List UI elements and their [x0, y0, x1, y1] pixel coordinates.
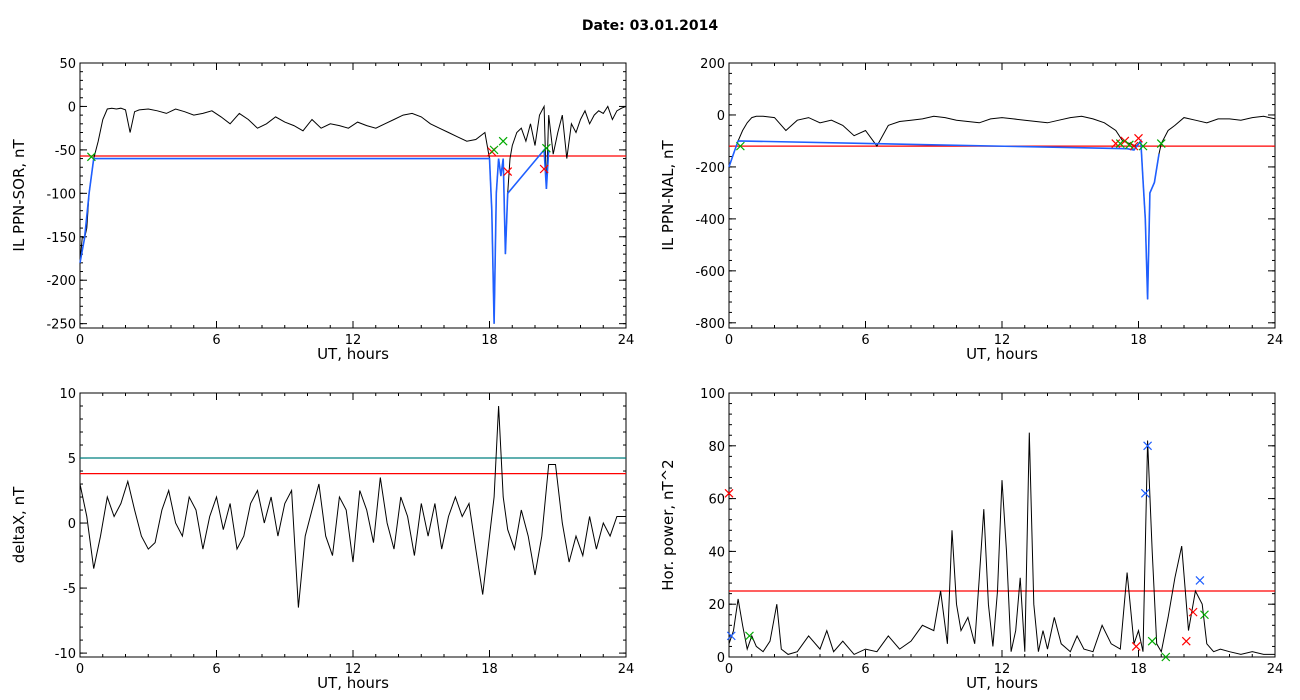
panel-4-series-3-marker [1131, 642, 1141, 651]
panel-2-series-4-marker [1124, 140, 1134, 150]
panel-2-series-4-marker [1115, 139, 1125, 148]
panel-1-series-4-marker [489, 145, 499, 155]
panel-1-series-3-marker [503, 167, 513, 177]
panel-1-y-tick-label: -150 [46, 231, 76, 246]
panel-4-y-tick-label: 80 [708, 440, 725, 455]
panel-3-y-tick-label: 0 [68, 517, 76, 532]
panel-3-y-tick-label: -10 [55, 647, 76, 662]
panel-1-series-3-marker [539, 164, 549, 174]
panel-1-y-axis-label: IL PPN-SOR, nT [10, 139, 28, 252]
panel-1-frame [79, 62, 627, 329]
panel-3-x-tick-label: 0 [76, 662, 84, 677]
panel-4-series-2-marker [1143, 441, 1153, 451]
panel-3-x-tick-label: 18 [481, 662, 498, 677]
panel-4-y-tick-label: 40 [708, 545, 725, 560]
panel-1-x-tick-label: 0 [76, 333, 84, 348]
panel-2-y-tick-label: -400 [695, 213, 725, 228]
panel-1-y-tick-label: 50 [59, 57, 76, 72]
panel-4-x-axis-label: UT, hours [966, 674, 1038, 692]
panel-1-series-4-marker [498, 136, 508, 146]
panel-3-y-axis-label: deltaX, nT [10, 486, 28, 563]
panel-2-series-4-marker [1138, 141, 1148, 151]
panel-4-series-4-marker [745, 631, 754, 641]
panel-4-y-tick-label: 60 [708, 493, 725, 508]
panel-1-series-2-line [79, 147, 550, 324]
panel-2-y-tick-label: -600 [695, 265, 725, 280]
panel-1-x-tick-label: 12 [345, 333, 362, 348]
panel-3-y-tick-label: -5 [63, 582, 76, 597]
panel-2-y-tick-label: -200 [695, 161, 725, 176]
panel-2-series-2-line [728, 138, 1160, 300]
panel-1-y-tick-label: -250 [46, 318, 76, 333]
panel-3-series-1-line [79, 405, 626, 608]
panel-4-x-tick-label: 18 [1130, 662, 1147, 677]
panel-2-frame [728, 62, 1276, 329]
panel-2-x-tick-label: 6 [861, 333, 869, 348]
panel-2-x-tick-label: 0 [725, 333, 733, 348]
panel-4-x-tick-label: 12 [994, 662, 1011, 677]
panel-2-x-tick-label: 24 [1267, 333, 1284, 348]
figure-title: Date: 03.01.2014 [581, 18, 719, 34]
panel-1-x-tick-label: 6 [212, 333, 220, 348]
panel-1-x-axis-label: UT, hours [317, 345, 389, 363]
panel-2-series-1-line [728, 115, 1276, 300]
panel-2-y-tick-label: -800 [695, 317, 725, 332]
panel-3-x-axis-label: UT, hours [317, 674, 389, 692]
panel-2-y-axis-label: IL PPN-NAL, nT [659, 140, 677, 251]
panel-4-series-3-marker [1188, 607, 1198, 617]
panel-3-x-tick-label: 12 [345, 662, 362, 677]
panel-2-x-tick-label: 12 [994, 333, 1011, 348]
panel-4-series-4-marker [1161, 652, 1171, 662]
panel-1-y-tick-label: -100 [46, 187, 76, 202]
panel-4-x-tick-label: 6 [861, 662, 869, 677]
panel-3-x-tick-label: 6 [212, 662, 220, 677]
panel-4-series-4-marker [1200, 610, 1209, 620]
panel-1-y-tick-label: 0 [68, 100, 76, 115]
panel-2-x-tick-label: 18 [1130, 333, 1147, 348]
panel-2-series-3-marker [1134, 133, 1143, 143]
panel-4-series-1-line [728, 432, 1275, 656]
panel-2-y-tick-label: 0 [717, 109, 725, 124]
panel-4-y-tick-label: 0 [717, 651, 725, 666]
panel-1-series-4-marker [541, 143, 551, 153]
panel-2-series-4-marker [735, 141, 745, 151]
panel-4-y-axis-label: Hor. power, nT^2 [659, 459, 677, 590]
panel-4-y-tick-label: 20 [708, 598, 725, 613]
panel-1-x-tick-label: 24 [618, 333, 635, 348]
panel-4-series-3-marker [724, 488, 734, 498]
panel-3-frame [79, 392, 627, 658]
panel-4-series-2-marker [726, 631, 736, 641]
panel-4-series-2-marker [1140, 488, 1150, 498]
panel-2-y-tick-label: 200 [700, 57, 725, 72]
panel-4-y-tick-label: 100 [700, 387, 725, 402]
panel-1-x-tick-label: 18 [481, 333, 498, 348]
panel-3-y-tick-label: 5 [68, 452, 76, 467]
panel-4-x-tick-label: 24 [1267, 662, 1284, 677]
panel-3-y-tick-label: 10 [59, 387, 76, 402]
panel-2-x-axis-label: UT, hours [966, 345, 1038, 363]
panel-3-x-tick-label: 24 [618, 662, 635, 677]
panel-2-series-4-marker [1156, 139, 1166, 148]
panel-1-y-tick-label: -200 [46, 274, 76, 289]
panel-4-x-tick-label: 0 [725, 662, 733, 677]
panel-1-y-tick-label: -50 [55, 144, 76, 159]
panel-4-frame [728, 392, 1276, 658]
panel-1-series-1-line [79, 104, 627, 324]
panel-4-series-2-marker [1195, 576, 1205, 585]
panel-1-series-4-marker [86, 152, 96, 162]
panel-4-series-4-marker [1147, 636, 1157, 646]
panel-4-series-3-marker [1181, 636, 1191, 646]
